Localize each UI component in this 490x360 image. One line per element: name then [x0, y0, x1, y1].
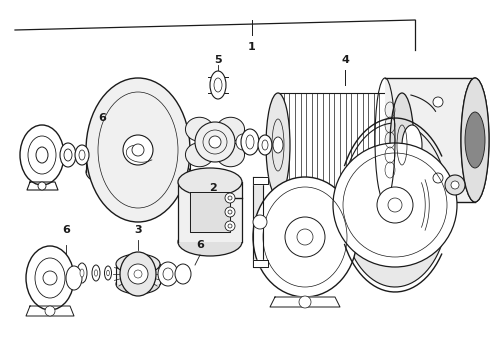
Ellipse shape — [86, 78, 190, 222]
Circle shape — [333, 143, 457, 267]
Ellipse shape — [266, 93, 290, 197]
Ellipse shape — [60, 143, 76, 167]
Text: 2: 2 — [209, 183, 217, 193]
Ellipse shape — [262, 140, 268, 150]
Text: 1: 1 — [248, 42, 256, 52]
Polygon shape — [270, 297, 340, 307]
Polygon shape — [253, 177, 263, 267]
Circle shape — [43, 271, 57, 285]
Ellipse shape — [79, 150, 85, 160]
Ellipse shape — [77, 263, 87, 283]
Ellipse shape — [66, 266, 82, 290]
Bar — [116, 264, 160, 284]
Text: 6: 6 — [62, 225, 70, 235]
Ellipse shape — [217, 143, 245, 167]
Ellipse shape — [163, 268, 173, 280]
Ellipse shape — [217, 117, 245, 141]
Ellipse shape — [258, 135, 272, 155]
Polygon shape — [253, 177, 268, 184]
Ellipse shape — [225, 207, 235, 217]
Ellipse shape — [236, 134, 250, 150]
Circle shape — [377, 187, 413, 223]
Ellipse shape — [185, 117, 214, 141]
Circle shape — [228, 210, 232, 214]
Ellipse shape — [64, 149, 72, 161]
Ellipse shape — [225, 193, 235, 203]
Ellipse shape — [461, 78, 489, 202]
Circle shape — [134, 270, 142, 278]
Ellipse shape — [20, 125, 64, 185]
Circle shape — [228, 196, 232, 200]
Ellipse shape — [28, 136, 56, 174]
Circle shape — [285, 217, 325, 257]
Text: 6: 6 — [98, 113, 106, 123]
Text: 3: 3 — [134, 225, 142, 235]
Circle shape — [209, 136, 221, 148]
Circle shape — [195, 122, 235, 162]
Polygon shape — [347, 123, 448, 287]
Ellipse shape — [210, 71, 226, 99]
Ellipse shape — [36, 147, 48, 163]
Ellipse shape — [92, 265, 100, 281]
Circle shape — [433, 97, 443, 107]
Ellipse shape — [214, 78, 222, 92]
Ellipse shape — [402, 125, 422, 165]
Circle shape — [451, 181, 459, 189]
Bar — [278, 93, 402, 197]
Circle shape — [297, 229, 313, 245]
Circle shape — [123, 135, 153, 165]
Circle shape — [38, 182, 46, 190]
Ellipse shape — [241, 129, 259, 155]
Circle shape — [433, 173, 443, 183]
Ellipse shape — [116, 274, 160, 294]
Circle shape — [299, 296, 311, 308]
Ellipse shape — [35, 258, 65, 298]
Circle shape — [128, 264, 148, 284]
Ellipse shape — [86, 154, 190, 190]
Circle shape — [45, 306, 55, 316]
Text: 4: 4 — [341, 55, 349, 65]
Ellipse shape — [178, 168, 242, 196]
Ellipse shape — [75, 145, 89, 165]
Circle shape — [132, 144, 144, 156]
Ellipse shape — [273, 137, 283, 153]
Ellipse shape — [246, 135, 254, 149]
Ellipse shape — [185, 143, 214, 167]
Text: 5: 5 — [214, 55, 222, 65]
Ellipse shape — [465, 112, 485, 168]
Ellipse shape — [116, 254, 160, 274]
Text: 6: 6 — [196, 240, 204, 250]
Polygon shape — [190, 192, 230, 232]
Ellipse shape — [445, 175, 465, 195]
Ellipse shape — [120, 252, 156, 296]
Ellipse shape — [104, 266, 112, 280]
Ellipse shape — [175, 264, 191, 284]
Ellipse shape — [158, 262, 178, 286]
Polygon shape — [253, 260, 268, 267]
Ellipse shape — [390, 93, 414, 197]
Ellipse shape — [253, 177, 357, 297]
Bar — [385, 78, 475, 202]
Polygon shape — [27, 182, 58, 190]
Polygon shape — [26, 306, 74, 316]
Circle shape — [388, 198, 402, 212]
Ellipse shape — [26, 246, 74, 310]
Circle shape — [253, 215, 267, 229]
Ellipse shape — [461, 78, 489, 202]
Circle shape — [228, 224, 232, 228]
Ellipse shape — [178, 228, 242, 256]
Ellipse shape — [95, 270, 98, 276]
Ellipse shape — [225, 221, 235, 231]
Bar — [178, 182, 242, 242]
Ellipse shape — [107, 270, 109, 276]
Ellipse shape — [80, 269, 84, 277]
